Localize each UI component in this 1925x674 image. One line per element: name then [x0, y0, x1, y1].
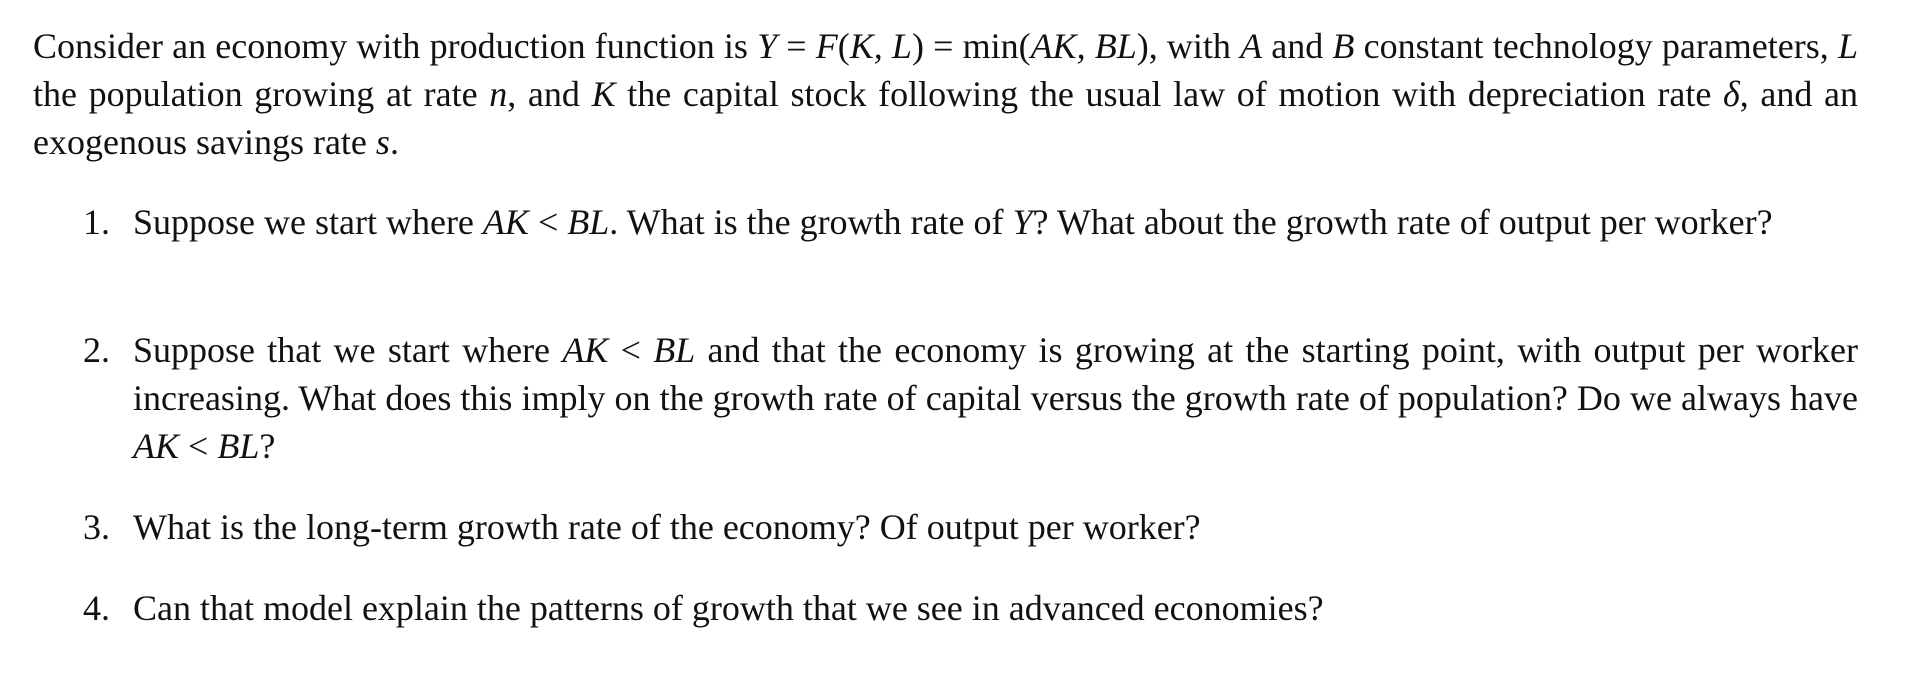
- question-item: 2. Suppose that we start where AK < BL a…: [33, 326, 1858, 470]
- question-number: 1.: [83, 202, 110, 242]
- question-item: 1. Suppose we start where AK < BL. What …: [33, 198, 1858, 294]
- math-expression: <: [528, 202, 568, 242]
- question-number: 3.: [83, 507, 110, 547]
- text-run: . What is the growth rate of: [609, 202, 1013, 242]
- question-item: 3. What is the long-term growth rate of …: [33, 503, 1858, 551]
- math-expression: Y: [757, 26, 778, 66]
- text-run: Can that model explain the patterns of g…: [133, 588, 1324, 628]
- question-text: Suppose that we start where AK < BL and …: [133, 330, 1858, 466]
- text-run: the population growing at rate: [33, 74, 490, 114]
- math-expression: BL: [567, 202, 610, 242]
- math-expression: n: [489, 74, 508, 114]
- math-expression: K: [591, 74, 616, 114]
- math-expression: ): [1136, 26, 1149, 66]
- problem-document: Consider an economy with production func…: [33, 22, 1858, 632]
- text-run: , with: [1148, 26, 1241, 66]
- question-list: 1. Suppose we start where AK < BL. What …: [33, 198, 1858, 632]
- math-expression: AK: [482, 202, 529, 242]
- text-run: , and an exogenous savings rate: [33, 74, 1858, 162]
- math-expression: Y: [1012, 202, 1033, 242]
- math-expression: <: [179, 426, 218, 466]
- math-expression: K, L: [849, 26, 912, 66]
- question-item: 4. Can that model explain the patterns o…: [33, 584, 1858, 632]
- text-run: Suppose that we start where: [133, 330, 563, 370]
- math-expression: BL: [217, 426, 260, 466]
- math-expression: δ: [1722, 74, 1740, 114]
- math-expression: F: [815, 26, 838, 66]
- text-run: .: [389, 122, 399, 162]
- text-run: What is the long-term growth rate of the…: [133, 507, 1201, 547]
- question-text: Can that model explain the patterns of g…: [133, 588, 1324, 628]
- math-expression: AK: [133, 426, 180, 466]
- math-expression: (: [837, 26, 850, 66]
- math-expression: <: [608, 330, 654, 370]
- math-expression: s: [375, 122, 390, 162]
- question-number: 4.: [83, 588, 110, 628]
- math-expression: A: [1240, 26, 1263, 66]
- math-expression: BL: [653, 330, 696, 370]
- text-run: and: [1262, 26, 1333, 66]
- math-expression: B: [1332, 26, 1355, 66]
- text-run: Consider an economy with production func…: [33, 26, 758, 66]
- question-number: 2.: [83, 330, 110, 370]
- text-run: ?: [259, 426, 276, 466]
- text-run: ? What about the growth rate of output p…: [1032, 202, 1773, 242]
- text-run: and that the economy is growing at the s…: [133, 330, 1858, 418]
- math-expression: AK, BL: [1030, 26, 1137, 66]
- question-text: Suppose we start where AK < BL. What is …: [133, 202, 1773, 242]
- text-run: , and: [507, 74, 592, 114]
- text-run: constant technology parameters,: [1354, 26, 1838, 66]
- math-expression: L: [1837, 26, 1858, 66]
- math-expression: AK: [562, 330, 609, 370]
- text-run: the capital stock following the usual la…: [615, 74, 1723, 114]
- question-text: What is the long-term growth rate of the…: [133, 507, 1201, 547]
- text-run: Suppose we start where: [133, 202, 483, 242]
- math-expression: ) = min(: [911, 26, 1031, 66]
- intro-paragraph: Consider an economy with production func…: [33, 22, 1858, 166]
- math-expression: =: [777, 26, 816, 66]
